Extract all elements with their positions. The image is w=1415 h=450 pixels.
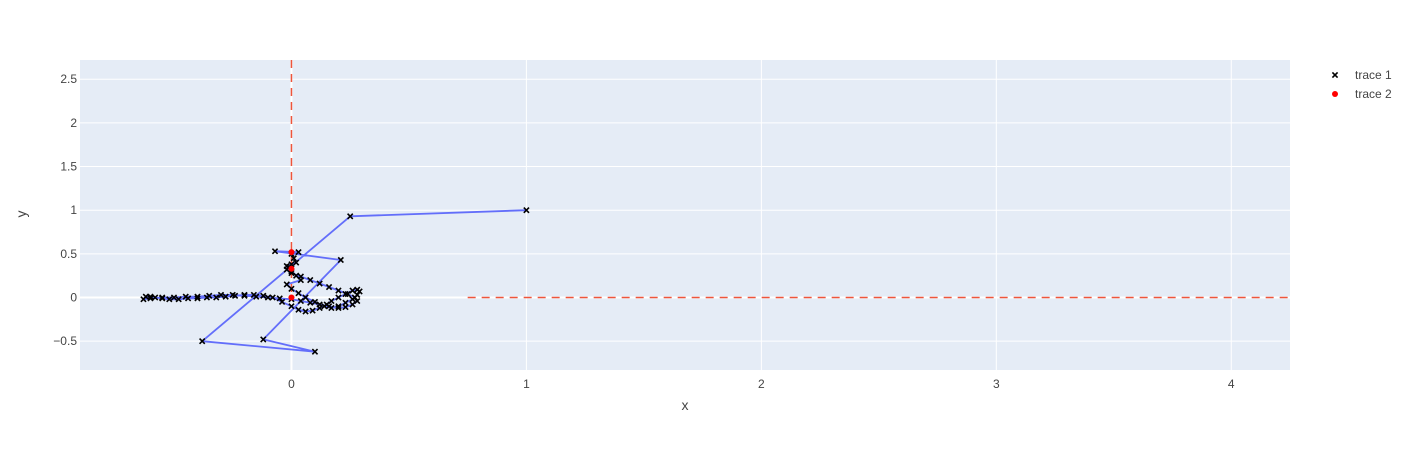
trace-1-point: [295, 248, 302, 256]
trace-1-point: [194, 295, 201, 302]
trace-1-point: [147, 293, 154, 300]
trace-1-point: [354, 297, 361, 305]
x-tick-label: 3: [993, 377, 1000, 391]
trace-1-point: [241, 292, 248, 299]
y-tick-label: 0.5: [60, 247, 77, 261]
legend-item-trace-2[interactable]: trace 2: [1332, 87, 1392, 101]
trace-1-point: [295, 306, 302, 313]
x-tick-labels: 0 1 2 3 4: [288, 377, 1235, 391]
legend: trace 1 trace 2: [1331, 68, 1392, 101]
trace-1-point: [347, 213, 354, 220]
trace-1-point: [175, 296, 182, 303]
trace-1-point: [253, 293, 260, 300]
legend-x-marker: [1331, 71, 1339, 79]
trace-1-point: [351, 294, 359, 301]
trace-1-point: [292, 272, 300, 279]
trace-1-point: [288, 269, 295, 277]
trace-1-point: [342, 303, 349, 311]
trace-1-point: [309, 307, 316, 314]
trace-1-point: [297, 297, 305, 305]
trace-1-point: [288, 285, 295, 292]
trace-1-point: [152, 294, 159, 301]
trace-1-point: [311, 298, 319, 306]
trace-1-point: [302, 294, 309, 301]
trace-1-point: [328, 297, 335, 305]
trace-1-point: [260, 336, 267, 343]
trace-1-point: [194, 293, 201, 300]
trace-1-point: [229, 291, 236, 299]
trace-1-point: [335, 304, 342, 312]
y-axis-title: y: [13, 211, 29, 218]
legend-label-trace-1: trace 1: [1355, 68, 1392, 82]
x-tick-label: 0: [288, 377, 295, 391]
trace-1-point: [349, 287, 356, 294]
trace-1-point: [278, 298, 286, 306]
trace-1-point: [337, 256, 344, 264]
trace-1-point: [264, 294, 272, 301]
trace-1-point: [222, 293, 229, 300]
trace-1-point: [292, 259, 300, 266]
x-tick-label: 4: [1228, 377, 1235, 391]
trace-1-point: [354, 286, 361, 293]
trace-1-point: [335, 287, 342, 294]
trace-1-point: [316, 280, 323, 287]
trace-1-point: [349, 301, 356, 308]
y-tick-label: 0: [70, 291, 77, 305]
trace-1-point: [213, 294, 220, 301]
trace-1-point: [302, 308, 309, 315]
trace-1-point: [283, 262, 290, 270]
y-tick-label: 2.5: [60, 72, 77, 86]
trace-1-point: [182, 293, 189, 300]
x-axis-title: x: [682, 397, 689, 413]
trace-1-point: [170, 294, 178, 301]
trace-1-point: [316, 301, 323, 308]
trace-1-point: [140, 296, 147, 303]
trace-1-point: [288, 261, 295, 268]
trace-1-point: [166, 296, 173, 303]
trace-2-point: [288, 265, 295, 272]
trace-1-point: [325, 283, 333, 291]
y-tick-labels: −0.5 0 0.5 1 1.5 2 2.5: [53, 72, 77, 348]
trace-1-point: [260, 292, 267, 299]
trace-1-point: [335, 303, 342, 310]
trace-1-point: [217, 291, 225, 299]
trace-2-point: [288, 294, 295, 301]
plot-area: [80, 60, 1290, 370]
y-tick-label: 1: [70, 203, 77, 217]
trace-1-point: [288, 303, 295, 310]
trace-2-point: [288, 249, 295, 256]
trace-1-point: [290, 255, 297, 262]
trace-1-point: [311, 348, 319, 355]
legend-x-marker-icon: [1331, 71, 1339, 79]
reference-lines: [290, 60, 1290, 299]
y-tick-label: −0.5: [53, 334, 77, 348]
trace-1-point: [199, 338, 206, 345]
trace-1-point: [523, 207, 530, 214]
trace-1-point: [344, 290, 352, 298]
trace-1-point: [271, 248, 279, 255]
legend-dot-marker-icon: [1332, 91, 1338, 97]
legend-dot-marker: [1332, 91, 1338, 97]
trace-1-point: [147, 295, 154, 302]
x-tick-label: 1: [523, 377, 530, 391]
legend-label-trace-2: trace 2: [1355, 87, 1392, 101]
trace-1-point: [307, 276, 314, 284]
trace-1-point: [325, 303, 333, 310]
trace-1-point: [206, 292, 213, 299]
x-tick-label: 2: [758, 377, 765, 391]
trace-1-point: [335, 294, 342, 301]
trace-1-point: [159, 294, 166, 301]
trace-1-point: [307, 299, 314, 306]
trace-1-point: [283, 281, 290, 288]
trace-1-point: [295, 289, 302, 297]
legend-item-trace-1[interactable]: trace 1: [1331, 68, 1392, 82]
trace-1-point: [276, 295, 283, 302]
y-tick-label: 2: [70, 116, 77, 130]
trace-1-markers: [140, 207, 530, 355]
trace-2-markers: [288, 249, 295, 301]
trace-1-point: [297, 273, 305, 280]
trace-1-point: [269, 294, 276, 301]
y-tick-label: 1.5: [60, 160, 77, 174]
